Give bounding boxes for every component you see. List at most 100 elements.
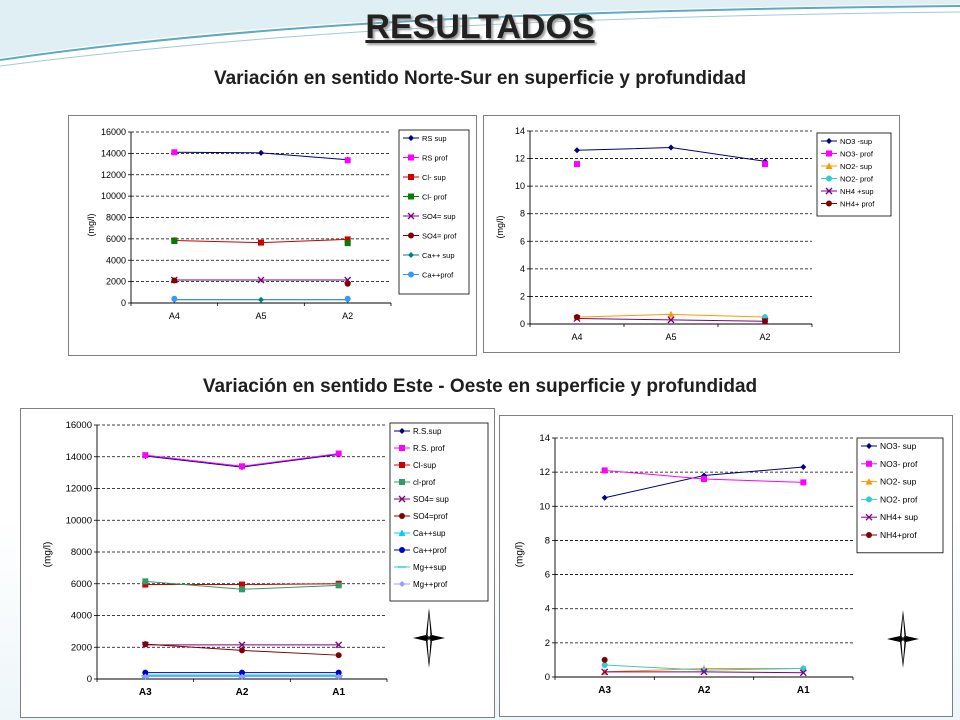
y-tick-label: 6000 — [106, 234, 126, 244]
x-tick-label: A1 — [332, 687, 345, 698]
data-point — [344, 280, 351, 287]
y-tick-label: 4000 — [106, 255, 126, 265]
legend-swatch-marker — [408, 154, 414, 161]
y-tick-label: 10 — [539, 501, 550, 512]
data-point — [171, 277, 178, 284]
data-point — [574, 314, 580, 321]
data-point — [142, 641, 149, 648]
legend-label: Ca++prof — [413, 546, 447, 555]
data-point — [142, 452, 149, 459]
data-point — [239, 581, 245, 588]
y-axis-title: (mg/l) — [86, 213, 96, 237]
data-point — [239, 647, 245, 654]
x-tick-label: A5 — [255, 311, 266, 321]
series-4 — [601, 668, 807, 677]
chart-ns-main: 0 2000 4000 6000 8000 10000 12000 14000 16000 A4 A… — [68, 115, 477, 356]
data-point — [667, 316, 675, 324]
legend-swatch-marker — [866, 443, 872, 449]
legend-label: NO2- sup — [840, 162, 872, 171]
legend-swatch-marker — [399, 462, 405, 468]
y-axis-title: (mg/l) — [514, 541, 526, 568]
legend-swatch-marker — [408, 135, 414, 141]
series-9 — [142, 673, 342, 680]
y-tick-label: 4 — [520, 264, 525, 274]
data-point — [258, 296, 264, 303]
legend-label: Cl- sup — [422, 173, 446, 182]
y-tick-label: 4000 — [71, 611, 92, 622]
y-tick-label: 14000 — [66, 452, 92, 463]
legend-label: Ca++ sup — [422, 251, 455, 260]
data-point — [257, 276, 265, 284]
legend-swatch-marker — [399, 547, 405, 553]
legend-label: R.S. prof — [413, 444, 445, 453]
subtitle-north-south: Variación en sentido Norte-Sur en superf… — [213, 68, 747, 89]
y-tick-label: 2 — [520, 291, 525, 301]
compass-rose-icon — [413, 608, 445, 668]
data-point — [335, 669, 342, 676]
legend-label: NH4+ prof — [840, 200, 875, 209]
y-tick-label: 8 — [520, 209, 525, 219]
page-title: RESULTADOS — [365, 8, 595, 46]
x-tick-label: A1 — [797, 685, 810, 696]
legend-swatch-marker — [825, 162, 833, 169]
data-point — [701, 475, 707, 482]
series-5 — [171, 277, 351, 287]
legend-label: RS sup — [422, 134, 447, 143]
data-point — [142, 669, 149, 676]
chart-ns-minor-svg: 0 2 4 6 8 10 12 14 A4 A5 A2 NO3 -sup NO3- prof NO2- s… — [515, 126, 892, 342]
data-point — [344, 157, 351, 164]
y-tick-label: 0 — [520, 319, 525, 329]
series-1 — [171, 149, 351, 164]
series-5 — [601, 656, 608, 663]
y-tick-label: 8000 — [71, 547, 92, 558]
data-point — [601, 467, 608, 474]
data-point — [239, 669, 245, 676]
x-tick-label: A2 — [759, 332, 770, 342]
y-tick-label: 0 — [545, 672, 550, 683]
data-point — [239, 586, 245, 593]
legend-label: SO4= sup — [422, 212, 456, 221]
data-point — [574, 161, 580, 168]
data-point — [762, 318, 768, 325]
series-3 — [142, 578, 342, 593]
data-point — [800, 665, 807, 672]
series-7 — [142, 669, 342, 676]
data-point — [762, 161, 768, 168]
data-point — [800, 464, 807, 471]
legend-swatch-marker — [826, 150, 832, 157]
data-point — [142, 673, 149, 680]
legend-swatch-marker — [399, 513, 405, 519]
legend-swatch-marker — [408, 193, 414, 200]
chart-ns-main-svg: 0 2000 4000 6000 8000 10000 12000 14000 16000 A4 A… — [101, 127, 470, 321]
data-point — [344, 236, 351, 243]
y-tick-label: 12000 — [66, 484, 92, 495]
legend-swatch-marker — [825, 187, 833, 195]
legend-label: NO2- prof — [880, 494, 918, 504]
y-tick-label: 14 — [515, 126, 525, 136]
legend-swatch-marker — [408, 252, 414, 258]
series-7 — [171, 295, 351, 302]
x-tick-label: A3 — [139, 687, 152, 698]
legend-label: Cl- prof — [422, 193, 448, 202]
legend-swatch-marker — [408, 271, 414, 278]
legend-swatch-marker — [865, 478, 873, 485]
legend-swatch-marker — [407, 212, 415, 220]
legend-label: RS prof — [422, 154, 448, 163]
chart-eo-main: 0 2000 4000 6000 8000 10000 12000 14000 16000 A3 A… — [20, 408, 495, 718]
y-tick-label: 2000 — [71, 642, 92, 653]
data-point — [142, 581, 149, 588]
data-point — [142, 578, 149, 585]
y-axis-title: (mg/l) — [495, 215, 505, 239]
x-tick-label: A4 — [571, 332, 582, 342]
legend-label: NH4+ sup — [880, 512, 918, 522]
y-tick-label: 12000 — [101, 170, 126, 180]
y-tick-label: 10000 — [66, 515, 92, 526]
series-1 — [142, 450, 342, 470]
data-point — [171, 149, 178, 156]
data-point — [700, 668, 708, 676]
chart-eo-main-svg: 0 2000 4000 6000 8000 10000 12000 14000 16000 A3 A… — [66, 420, 489, 698]
y-tick-label: 8000 — [106, 213, 126, 223]
legend-label: R.S.sup — [413, 427, 442, 436]
legend-swatch-marker — [399, 479, 405, 485]
y-tick-label: 10000 — [101, 191, 126, 201]
